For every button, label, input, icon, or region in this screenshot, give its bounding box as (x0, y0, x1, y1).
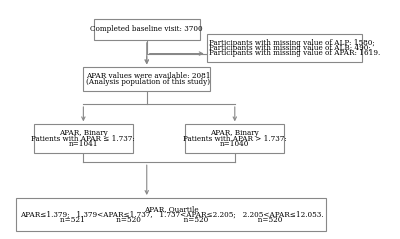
FancyBboxPatch shape (83, 67, 210, 91)
Text: APAR, Quartile: APAR, Quartile (144, 205, 199, 213)
Text: n=1040: n=1040 (220, 140, 250, 148)
FancyBboxPatch shape (186, 124, 284, 153)
Text: (Analysis population of this study): (Analysis population of this study) (86, 78, 210, 86)
Text: n=1041: n=1041 (69, 140, 98, 148)
Text: Participants with missing value of ALP: 1580;: Participants with missing value of ALP: … (210, 39, 375, 47)
Text: Participants with missing value of APAR: 1619.: Participants with missing value of APAR:… (210, 49, 381, 57)
Text: Participants with missing value of ALB: 490;: Participants with missing value of ALB: … (210, 44, 371, 52)
FancyBboxPatch shape (207, 34, 362, 62)
Text: Completed baseline visit: 3700: Completed baseline visit: 3700 (90, 25, 203, 33)
Text: APAR≤1.379;   1.379<APAR≤1.737,   1.737<APAR≤2.205;   2.205<APAR≤12.053.: APAR≤1.379; 1.379<APAR≤1.737, 1.737<APAR… (20, 211, 323, 218)
Text: Patients with APAR ≤ 1.737:: Patients with APAR ≤ 1.737: (32, 135, 135, 142)
Text: n=521              n=520                   n=520                      n=520: n=521 n=520 n=520 n=520 (60, 216, 282, 224)
Text: APAR values were available: 2081: APAR values were available: 2081 (86, 72, 211, 81)
FancyBboxPatch shape (16, 198, 326, 231)
Text: APAR, Binary: APAR, Binary (59, 129, 108, 137)
Text: APAR, Binary: APAR, Binary (210, 129, 259, 137)
FancyBboxPatch shape (94, 18, 200, 40)
Text: Patients with APAR > 1.737:: Patients with APAR > 1.737: (183, 135, 287, 142)
FancyBboxPatch shape (34, 124, 133, 153)
